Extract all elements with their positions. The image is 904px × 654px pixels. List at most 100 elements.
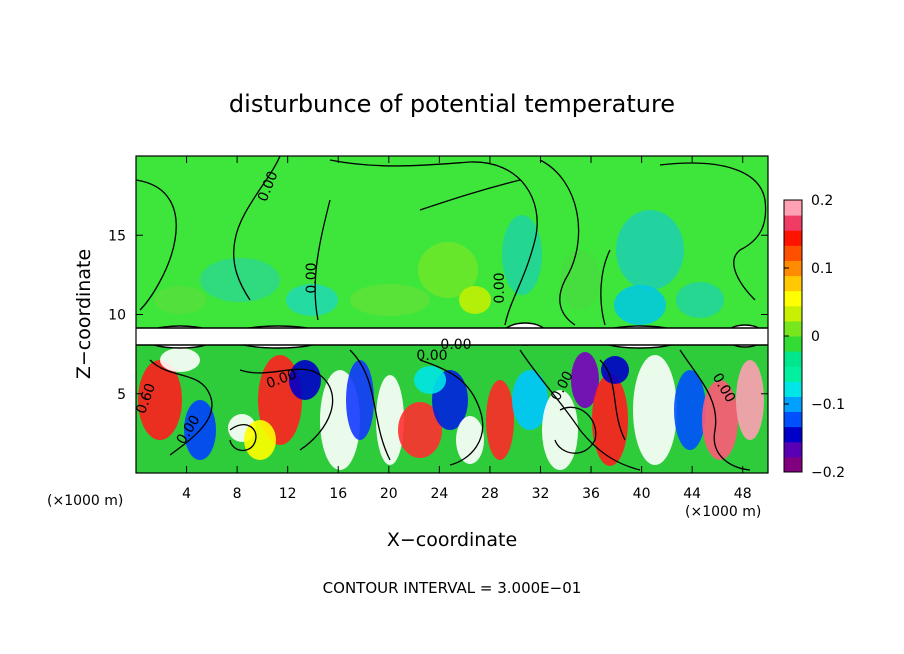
colorbar-swatch (784, 336, 802, 352)
plot-area: 0.000.00 0.000.000.000.000.00 0.000.000.60 (136, 156, 768, 473)
x-tick-label: 28 (481, 486, 499, 502)
x-tick-label: 40 (633, 486, 651, 502)
colorbar-tick-label: 0.2 (811, 193, 833, 209)
colorbar-tick-label: −0.1 (811, 397, 845, 413)
y-tick-label: 15 (108, 228, 126, 244)
colorbar-tick-label: 0 (811, 329, 820, 345)
contour-line (149, 359, 213, 456)
field-patch (244, 420, 276, 460)
field-patch (456, 416, 484, 464)
contour-line (229, 424, 257, 452)
colorbar-swatch (784, 200, 802, 216)
field-patch (601, 356, 629, 384)
contour-interval-note: CONTOUR INTERVAL = 3.000E−01 (323, 579, 582, 597)
field-patch (633, 355, 677, 465)
colorbar-swatch (784, 381, 802, 397)
field-patch (616, 210, 684, 290)
y-axis: 5 10 15 (108, 228, 768, 403)
colorbar-swatch (784, 396, 802, 413)
contour-line (659, 162, 767, 301)
contour-label: 0.00 (416, 348, 447, 364)
contour-line (419, 179, 521, 211)
colorbar-swatch (784, 275, 802, 292)
x-axis-label: X−coordinate (387, 529, 517, 551)
contour-line (239, 368, 334, 451)
x-axis: 4 8 12 16 20 24 28 32 36 40 44 48 (182, 156, 752, 502)
contour-label: 0.00 (440, 337, 471, 353)
colorbar-swatch (784, 411, 802, 428)
contour-line (314, 199, 331, 321)
colorbar-swatch (784, 441, 802, 458)
x-tick-label: 8 (233, 486, 242, 502)
field-patch (676, 282, 724, 318)
colorbar-swatch (784, 230, 802, 246)
field-patch (418, 242, 478, 298)
y-tick-label: 10 (108, 308, 126, 324)
interface-band (136, 328, 768, 345)
upper-field-patches (154, 210, 724, 325)
field-patch (502, 215, 542, 295)
colorbar-swatch (784, 456, 802, 473)
x-tick-label: 44 (683, 486, 701, 502)
x-unit-right: (×1000 m) (685, 504, 761, 520)
colorbar-swatch (784, 320, 802, 337)
field-patch (160, 348, 200, 372)
field-patch (350, 284, 430, 316)
contour-line (600, 249, 611, 326)
x-tick-label: 24 (430, 486, 448, 502)
field-patch (571, 352, 599, 408)
colorbar-swatch (784, 290, 802, 307)
field-patch (346, 360, 374, 440)
field-patch (154, 286, 206, 314)
contour-line (679, 349, 751, 471)
colorbar-tick-label: −0.2 (811, 465, 845, 481)
y-tick-label: 5 (117, 387, 126, 403)
x-tick-label: 20 (380, 486, 398, 502)
contour-label: 0.00 (492, 272, 508, 303)
contour-line (329, 159, 538, 326)
field-patch (736, 360, 764, 440)
field-patch (414, 366, 446, 394)
contour-lines (136, 156, 767, 471)
contour-line (136, 179, 177, 311)
x-tick-label: 12 (279, 486, 297, 502)
field-patch (289, 360, 321, 400)
colorbar-swatch (784, 215, 802, 231)
contour-line (539, 159, 580, 326)
field-patch (286, 284, 338, 316)
field-patch (512, 370, 548, 430)
contour-line (519, 349, 641, 471)
field-patch (486, 380, 514, 460)
field-patch (614, 285, 666, 325)
colorbar-swatch (784, 260, 802, 277)
colorbar-swatch (784, 426, 802, 443)
colorbar-tick-label: 0.1 (811, 261, 833, 277)
chart-title: disturbunce of potential temperature (229, 90, 675, 118)
field-patch (560, 250, 600, 310)
colorbar-swatch (784, 366, 802, 382)
colorbar-ticks: 0.2 0.1 0 −0.1 −0.2 (784, 193, 845, 481)
contour-line (554, 406, 597, 454)
colorbar-swatch (784, 351, 802, 367)
contour-line (599, 359, 626, 441)
x-tick-label: 4 (182, 486, 191, 502)
x-unit-left: (×1000 m) (47, 493, 123, 509)
contour-line (233, 156, 281, 301)
y-axis-label: Z−coordinate (73, 249, 95, 379)
colorbar-swatch (784, 245, 802, 261)
field-patch (592, 374, 628, 466)
contour-line (349, 349, 391, 461)
field-patch (398, 402, 442, 458)
colorbar-swatch (784, 305, 802, 322)
x-tick-label: 36 (582, 486, 600, 502)
colorbar (783, 199, 803, 473)
x-tick-label: 48 (734, 486, 752, 502)
contour-label: 0.00 (304, 262, 320, 293)
field-patch (459, 286, 491, 314)
x-tick-label: 16 (329, 486, 347, 502)
contour-line (419, 359, 484, 466)
field-patch (138, 360, 182, 440)
field-patch (674, 370, 706, 450)
field-patch (542, 390, 578, 470)
